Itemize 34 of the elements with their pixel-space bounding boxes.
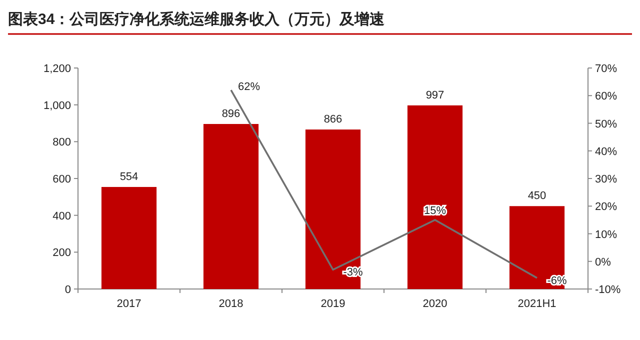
bar — [305, 130, 361, 289]
y2-tick-label: 50% — [595, 118, 618, 130]
data-label: 62% — [238, 81, 260, 94]
chart-title: 图表34：公司医疗净化系统运维服务收入（万元）及增速 — [8, 10, 386, 28]
data-label: 554 — [120, 170, 138, 183]
bar — [101, 186, 157, 289]
y2-tick-label: 10% — [595, 228, 618, 241]
y-tick-label: 0 — [64, 284, 71, 296]
x-tick-label: 2018 — [218, 298, 244, 310]
bar — [203, 124, 259, 289]
y-tick-label: 600 — [52, 174, 71, 186]
y2-tick-label: 70% — [595, 63, 618, 75]
y2-tick-label: 20% — [595, 201, 618, 214]
bar — [509, 206, 565, 289]
x-tick-label: 2021H1 — [518, 298, 556, 310]
x-tick-label: 2017 — [116, 298, 142, 310]
y2-tick-label: 30% — [595, 174, 618, 186]
y-tick-label: 200 — [52, 247, 71, 260]
y-tick-label: 800 — [52, 136, 71, 149]
data-label: 896 — [222, 108, 240, 120]
y-tick-label: 400 — [52, 210, 71, 222]
x-tick-label: 2019 — [320, 298, 346, 310]
data-label: 15% — [424, 204, 446, 217]
y-tick-label: 1,000 — [43, 100, 71, 112]
bar — [407, 105, 463, 289]
data-label: 450 — [528, 190, 546, 202]
y2-tick-label: 60% — [595, 90, 618, 103]
y2-tick-label: 0% — [595, 256, 612, 268]
y-tick-label: 1,200 — [43, 63, 71, 75]
data-label: 866 — [324, 114, 342, 126]
y2-tick-label: -10% — [595, 284, 621, 296]
x-tick-label: 2020 — [422, 298, 448, 310]
data-label: 997 — [426, 89, 444, 102]
y2-tick-label: 40% — [595, 146, 618, 158]
